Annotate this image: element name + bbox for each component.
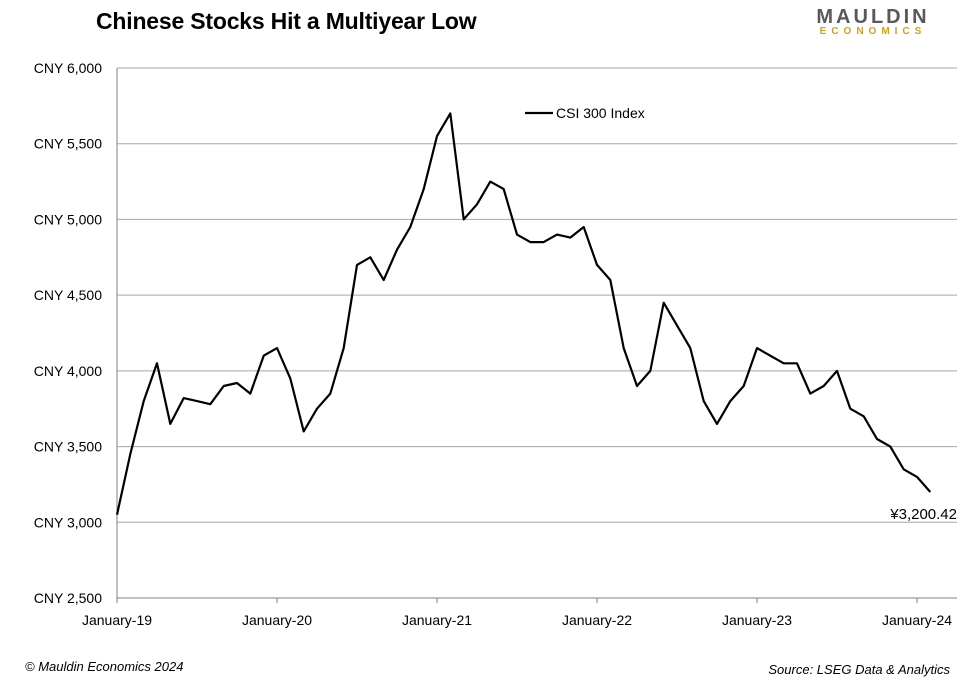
gridlines bbox=[117, 67, 957, 523]
source-note: Source: LSEG Data & Analytics bbox=[768, 662, 950, 677]
logo-subtitle: ECONOMICS bbox=[819, 26, 927, 37]
y-tick-label: CNY 3,500 bbox=[34, 439, 102, 455]
y-axis: CNY 2,500 CNY 3,000 CNY 3,500 CNY 4,000 CNY … bbox=[34, 60, 118, 606]
y-tick-label: CNY 5,500 bbox=[34, 136, 102, 152]
x-tick-label: January-19 bbox=[82, 612, 152, 628]
y-tick-label: CNY 4,500 bbox=[34, 287, 102, 303]
y-tick-label: CNY 6,000 bbox=[34, 60, 102, 76]
x-tick-label: January-23 bbox=[722, 612, 792, 628]
y-tick-label: CNY 5,000 bbox=[34, 211, 102, 227]
x-tick-label: January-22 bbox=[562, 612, 632, 628]
annotations: ¥3,200.42 bbox=[889, 506, 957, 523]
y-tick-label: CNY 4,000 bbox=[34, 363, 102, 379]
logo-wordmark: MAULDIN bbox=[816, 6, 930, 28]
x-tick-label: January-21 bbox=[402, 612, 472, 628]
series-line-csi-300 bbox=[115, 112, 932, 515]
legend-label: CSI 300 Index bbox=[556, 105, 645, 121]
series-layer bbox=[115, 112, 932, 515]
x-tick-label: January-24 bbox=[882, 612, 952, 628]
mauldin-logo: MAULDIN ECONOMICS bbox=[793, 6, 953, 37]
x-tick-label: January-20 bbox=[242, 612, 312, 628]
y-tick-label: CNY 3,000 bbox=[34, 514, 102, 530]
y-tick-label: CNY 2,500 bbox=[34, 590, 102, 606]
x-axis: January-19 January-20 January-21 January-22… bbox=[82, 597, 957, 628]
legend: CSI 300 Index bbox=[525, 105, 645, 121]
chart-title: Chinese Stocks Hit a Multiyear Low bbox=[96, 8, 477, 34]
end-value-label: ¥3,200.42 bbox=[889, 506, 957, 523]
copyright-note: © Mauldin Economics 2024 bbox=[25, 659, 184, 674]
